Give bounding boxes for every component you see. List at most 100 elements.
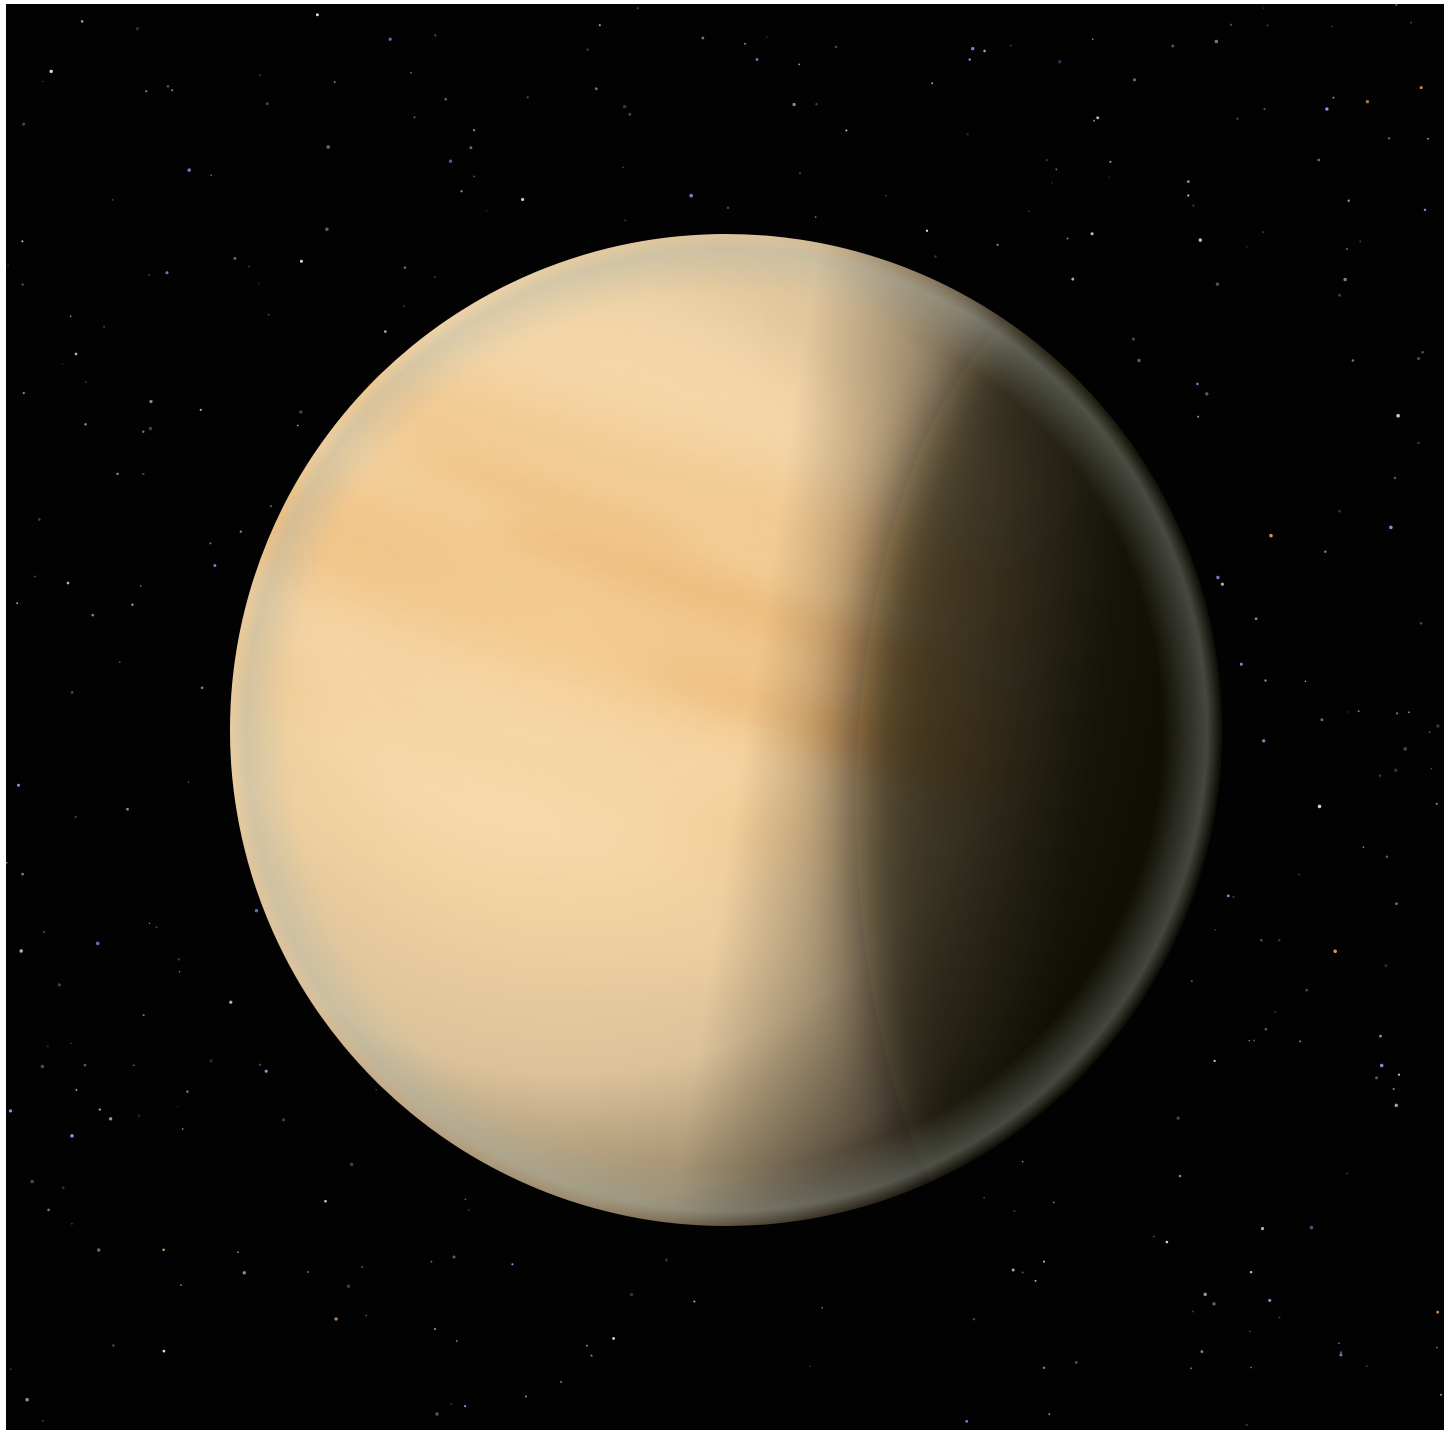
star <box>665 1258 668 1262</box>
star <box>61 1186 65 1190</box>
star <box>74 352 78 356</box>
star <box>142 1014 145 1017</box>
star <box>612 1336 616 1340</box>
star <box>586 48 589 51</box>
star <box>1191 980 1193 982</box>
star <box>71 1222 73 1225</box>
star <box>200 686 204 690</box>
star <box>590 1354 593 1357</box>
star <box>971 47 975 51</box>
star <box>594 87 598 91</box>
star <box>799 172 801 175</box>
star <box>1379 1063 1384 1068</box>
star <box>450 1403 453 1405</box>
star <box>628 112 632 116</box>
star <box>181 1128 184 1130</box>
star <box>187 168 191 172</box>
star <box>1410 21 1412 24</box>
star <box>1274 1011 1277 1013</box>
star <box>1091 38 1094 40</box>
star <box>1309 1225 1314 1230</box>
star <box>456 1340 458 1342</box>
star <box>1096 116 1100 120</box>
star <box>74 815 77 819</box>
star <box>1396 414 1400 418</box>
star <box>213 564 217 567</box>
star <box>1178 1174 1182 1178</box>
star <box>315 13 319 17</box>
star <box>166 85 170 88</box>
star <box>177 1106 179 1108</box>
star <box>1392 1087 1395 1091</box>
star <box>1075 1361 1078 1364</box>
star <box>247 265 250 268</box>
star <box>1203 1292 1207 1297</box>
star <box>16 602 19 604</box>
star <box>162 1349 166 1353</box>
star <box>1250 1366 1252 1369</box>
star <box>139 585 142 587</box>
star <box>624 219 627 222</box>
star <box>1252 1039 1255 1042</box>
star <box>187 781 190 783</box>
star <box>1246 245 1248 248</box>
star <box>744 42 746 45</box>
star <box>142 472 145 476</box>
star <box>966 133 969 136</box>
star <box>84 423 87 426</box>
star <box>8 1109 13 1113</box>
star <box>210 174 213 177</box>
star <box>435 1412 439 1416</box>
star <box>365 1314 368 1317</box>
star <box>1417 441 1420 444</box>
star <box>1055 168 1058 171</box>
star <box>307 1271 310 1273</box>
star <box>1010 44 1012 47</box>
star <box>1052 1201 1055 1204</box>
star <box>1393 476 1397 480</box>
star <box>473 175 476 178</box>
star <box>560 1380 563 1384</box>
star <box>108 1117 113 1121</box>
star <box>70 691 74 694</box>
star <box>1395 902 1398 906</box>
star <box>1226 894 1230 898</box>
star <box>41 80 44 83</box>
star <box>135 26 140 31</box>
star <box>384 330 387 333</box>
star <box>1131 337 1135 341</box>
star <box>21 283 24 286</box>
star <box>403 266 407 269</box>
star <box>46 1045 49 1048</box>
star <box>1263 107 1266 111</box>
star <box>968 58 971 61</box>
star <box>1200 1350 1204 1353</box>
star <box>1048 1413 1051 1415</box>
star <box>155 926 158 929</box>
star <box>233 256 237 260</box>
star <box>689 193 693 198</box>
star <box>452 1255 456 1259</box>
star <box>199 408 202 412</box>
star <box>1305 988 1309 992</box>
star <box>798 63 801 66</box>
star <box>1266 24 1269 27</box>
star <box>629 1292 634 1297</box>
star <box>296 424 299 427</box>
star <box>934 255 937 258</box>
star <box>726 206 730 210</box>
star <box>1021 1271 1024 1274</box>
star <box>463 1404 467 1408</box>
star <box>75 1089 78 1091</box>
star <box>792 102 796 107</box>
star <box>925 229 929 232</box>
star <box>433 1327 437 1331</box>
star <box>701 36 705 40</box>
star <box>388 37 392 41</box>
star <box>1198 238 1202 242</box>
star <box>334 1317 338 1321</box>
star <box>324 1199 327 1203</box>
star <box>821 1306 823 1309</box>
star <box>1339 1353 1343 1357</box>
star <box>1165 1240 1169 1244</box>
